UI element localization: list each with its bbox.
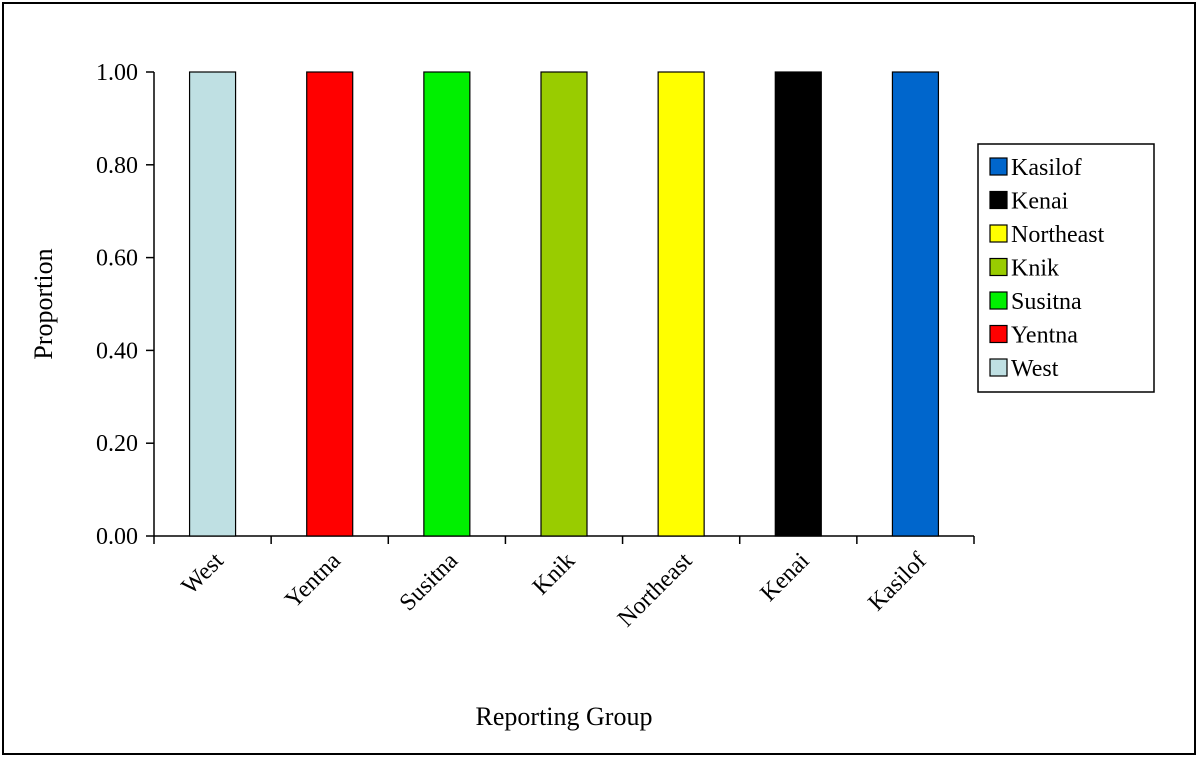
legend-label: Yentna <box>1011 323 1078 349</box>
legend-label: Knik <box>1011 256 1059 282</box>
legend-label: West <box>1011 356 1059 382</box>
legend-swatch <box>989 257 1008 277</box>
y-tick-label: 0.60 <box>96 246 138 272</box>
x-category-label: Kenai <box>756 548 815 607</box>
y-tick-label: 0.00 <box>96 524 138 550</box>
bar-yentna <box>306 71 354 537</box>
legend-swatch <box>989 157 1008 176</box>
legend-swatch <box>989 190 1008 210</box>
bar-kasilof <box>891 71 940 537</box>
y-axis-title: Proportion <box>29 248 58 359</box>
x-axis-title: Reporting Group <box>476 702 653 731</box>
x-category-label: Kasilof <box>863 548 931 616</box>
bar-kenai <box>774 71 822 537</box>
legend-label: Kasilof <box>1011 155 1082 181</box>
legend-label: Northeast <box>1011 222 1105 248</box>
bar-northeast <box>657 71 705 537</box>
y-tick-label: 1.00 <box>96 60 138 86</box>
x-category-label: Northeast <box>613 548 698 633</box>
legend-label: Susitna <box>1011 289 1082 315</box>
y-tick-label: 0.40 <box>96 338 138 364</box>
y-tick-label: 0.20 <box>96 431 138 457</box>
legend-swatch <box>989 324 1008 344</box>
legend-label: Kenai <box>1011 189 1069 215</box>
legend-swatch <box>989 224 1008 243</box>
bar-west <box>188 71 237 537</box>
legend: Kasilof Kenai Northeast Knik Susitna Yentna We… <box>977 143 1155 393</box>
legend-swatch <box>989 358 1008 377</box>
bar-susitna <box>423 71 471 537</box>
x-category-label: West <box>177 548 229 600</box>
x-category-label: Knik <box>528 548 580 600</box>
plot-area: 0.00 0.20 0.40 0.60 0.80 1.00 West Yentna Susitn… <box>96 60 975 633</box>
x-category-label: Yentna <box>280 548 346 614</box>
x-category-label: Susitna <box>395 548 464 617</box>
bar-knik <box>540 71 588 537</box>
legend-swatch <box>989 291 1008 310</box>
y-tick-label: 0.80 <box>96 153 138 179</box>
